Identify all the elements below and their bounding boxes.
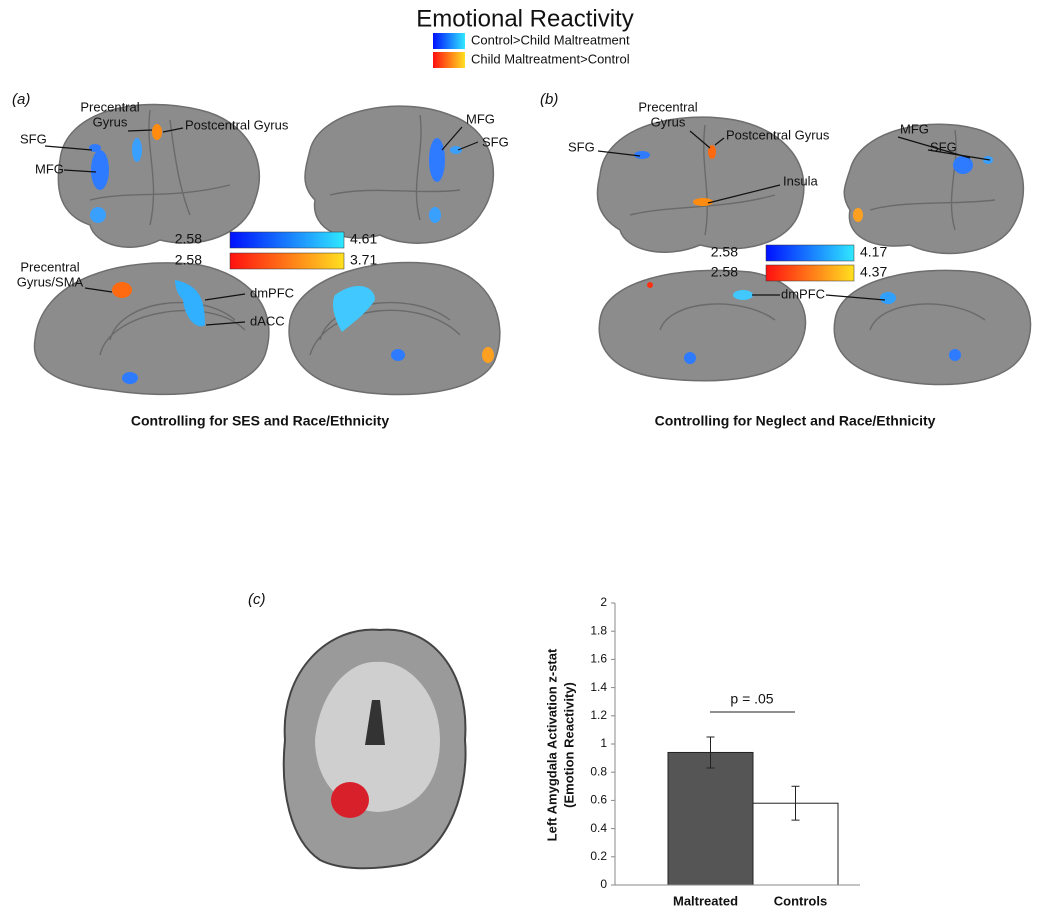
- error-bar: [706, 736, 715, 769]
- error-bar: [791, 785, 800, 821]
- colorbar-min: 2.58: [711, 244, 738, 260]
- region-label: Postcentral Gyrus: [185, 117, 289, 132]
- colorbar-max: 4.37: [860, 264, 887, 280]
- region-label: dmPFC: [250, 285, 294, 300]
- region-label: SFG: [20, 131, 47, 146]
- leader-line: [752, 294, 886, 301]
- leader-line: [597, 150, 641, 157]
- legend-label: Control>Child Maltreatment: [471, 32, 630, 47]
- region-label: SFG: [930, 139, 957, 154]
- colorbar-max: 3.71: [350, 252, 377, 268]
- leader-line: [707, 184, 781, 204]
- region-label: MFG: [35, 161, 64, 176]
- y-tick-label: 1.8: [590, 623, 607, 637]
- leader-line: [714, 137, 725, 146]
- region-label: Insula: [783, 173, 818, 188]
- panel-letter: (c): [248, 591, 266, 608]
- region-label: Postcentral Gyrus: [726, 127, 830, 142]
- legend-swatch: [433, 52, 465, 68]
- colorbar: [229, 231, 345, 249]
- bar: [667, 751, 754, 886]
- region-label: SFG: [482, 134, 509, 149]
- y-axis-label: Left Amygdala Activation z-stat: [544, 648, 559, 841]
- colorbar: [229, 252, 345, 270]
- annotation: p = .05: [730, 691, 773, 707]
- y-axis-label: (Emotion Reactivity): [561, 682, 576, 808]
- panel-caption: Controlling for SES and Race/Ethnicity: [131, 413, 389, 429]
- leader-line: [689, 130, 711, 149]
- region-label: Gyrus: [651, 114, 686, 129]
- leader-line: [44, 145, 93, 151]
- y-tick-label: 0.6: [590, 793, 607, 807]
- region-label: MFG: [466, 111, 495, 126]
- panel-letter: (a): [12, 91, 30, 108]
- colorbar-min: 2.58: [175, 231, 202, 247]
- y-tick-label: 2: [600, 595, 607, 609]
- leader-line: [441, 126, 463, 151]
- colorbar-min: 2.58: [175, 252, 202, 268]
- legend-swatch: [433, 33, 465, 49]
- region-label: Gyrus: [93, 114, 128, 129]
- y-tick-label: 1.4: [590, 680, 607, 694]
- region-label: Gyrus/SMA: [17, 274, 84, 289]
- y-tick-label: 0: [600, 877, 607, 891]
- y-tick-label: 1.2: [590, 708, 607, 722]
- y-tick-label: 1.6: [590, 652, 607, 666]
- panel-letter: (b): [540, 91, 558, 108]
- brain-images: [33, 103, 1032, 870]
- y-tick-label: 1: [600, 736, 607, 750]
- leader-line: [927, 149, 991, 161]
- y-tick-label: 0.8: [590, 764, 607, 778]
- region-label: Precentral: [638, 99, 697, 114]
- title: Emotional Reactivity: [416, 5, 633, 32]
- leader-line: [457, 141, 479, 151]
- leader-line: [205, 321, 246, 326]
- region-label: Precentral: [20, 259, 79, 274]
- colorbar: [765, 264, 855, 282]
- colorbar-min: 2.58: [711, 264, 738, 280]
- region-label: dACC: [250, 313, 285, 328]
- y-tick-label: 0.2: [590, 849, 607, 863]
- leader-line: [204, 293, 246, 301]
- panel-caption: Controlling for Neglect and Race/Ethnici…: [655, 413, 936, 429]
- leader-line: [162, 127, 184, 133]
- leader-line: [63, 169, 97, 173]
- y-tick-label: 0.4: [590, 821, 607, 835]
- colorbar-max: 4.61: [350, 231, 377, 247]
- leader-line: [127, 129, 153, 132]
- x-tick-label: Maltreated: [673, 893, 738, 908]
- colorbar: [765, 244, 855, 262]
- legend-label: Child Maltreatment>Control: [471, 51, 630, 66]
- colorbar-max: 4.17: [860, 244, 887, 260]
- region-label: dmPFC: [781, 286, 825, 301]
- region-label: Precentral: [80, 99, 139, 114]
- x-tick-label: Controls: [774, 893, 827, 908]
- region-label: MFG: [900, 121, 929, 136]
- leader-line: [84, 287, 113, 293]
- region-label: SFG: [568, 139, 595, 154]
